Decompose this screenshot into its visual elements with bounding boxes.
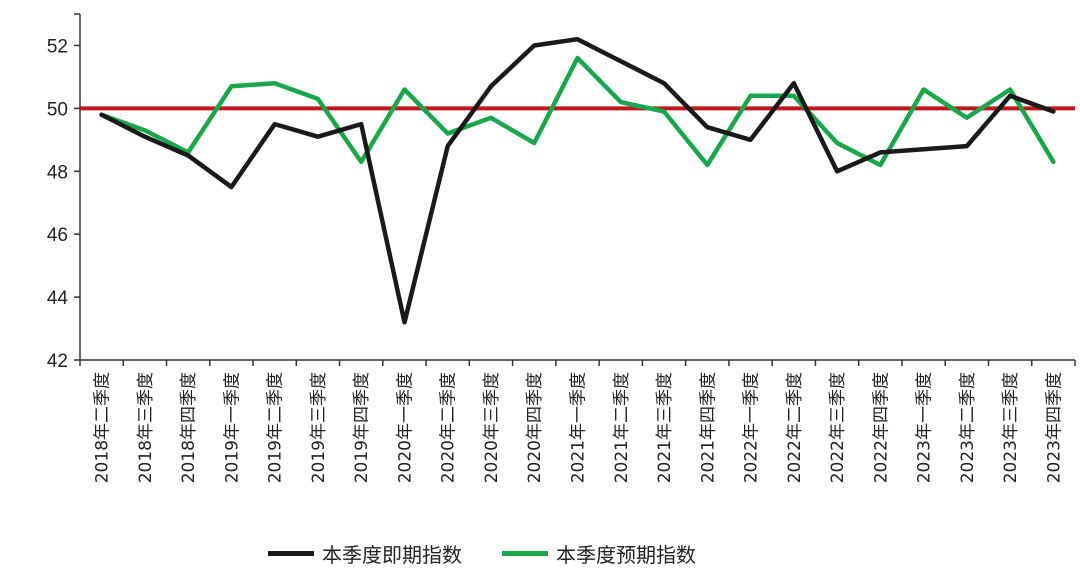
y-axis: 42 44 46 48 50 52 [47, 13, 81, 372]
x-tick-label: 2021年四季度 [698, 372, 718, 483]
x-tick-label: 2023年一季度 [915, 372, 935, 483]
x-tick-label: 2018年四季度 [179, 372, 199, 483]
x-tick-label: 2023年三季度 [1001, 372, 1021, 483]
series-line-spot [99, 36, 1056, 325]
x-tick-label: 2022年四季度 [871, 372, 891, 483]
x-axis: 2018年二季度 2018年三季度 2018年四季度 2019年一季度 2019年二季度… [79, 359, 1076, 483]
legend-label-spot: 本季度即期指数 [322, 542, 462, 567]
legend: 本季度即期指数 本季度预期指数 [268, 538, 736, 568]
x-tick-label: 2019年二季度 [266, 372, 286, 483]
series-line-expected [99, 55, 1056, 168]
x-tick-label: 2023年二季度 [958, 372, 978, 483]
legend-swatch-expected [502, 550, 548, 556]
y-tick-label: 50 [47, 99, 68, 120]
x-tick-label: 2022年一季度 [742, 372, 762, 483]
x-tick-label: 2020年二季度 [439, 372, 459, 483]
series-lines [99, 36, 1056, 325]
x-tick-label: 2018年二季度 [93, 372, 113, 483]
y-tick-label: 42 [47, 351, 68, 372]
legend-item-expected: 本季度预期指数 [502, 539, 696, 568]
x-tick-label: 2020年三季度 [482, 372, 502, 483]
x-tick-label: 2023年四季度 [1044, 372, 1064, 483]
legend-label-expected: 本季度预期指数 [556, 542, 696, 567]
legend-swatch-spot [268, 550, 314, 556]
x-tick-label: 2019年四季度 [352, 372, 372, 483]
x-tick-label: 2021年一季度 [569, 372, 589, 483]
x-tick-label: 2021年二季度 [612, 372, 632, 483]
x-tick-label: 2022年二季度 [785, 372, 805, 483]
x-tick-label: 2018年三季度 [136, 372, 156, 483]
x-tick-label: 2020年四季度 [525, 372, 545, 483]
x-tick-label: 2021年三季度 [655, 372, 675, 483]
legend-item-spot: 本季度即期指数 [268, 539, 462, 568]
y-tick-label: 52 [47, 36, 68, 57]
x-tick-label: 2019年三季度 [309, 372, 329, 483]
y-tick-label: 46 [47, 225, 68, 246]
y-tick-label: 48 [47, 162, 68, 183]
x-tick-label: 2020年一季度 [395, 372, 415, 483]
x-tick-label: 2022年三季度 [828, 372, 848, 483]
y-tick-label: 44 [47, 288, 69, 309]
x-tick-label: 2019年一季度 [222, 372, 242, 483]
